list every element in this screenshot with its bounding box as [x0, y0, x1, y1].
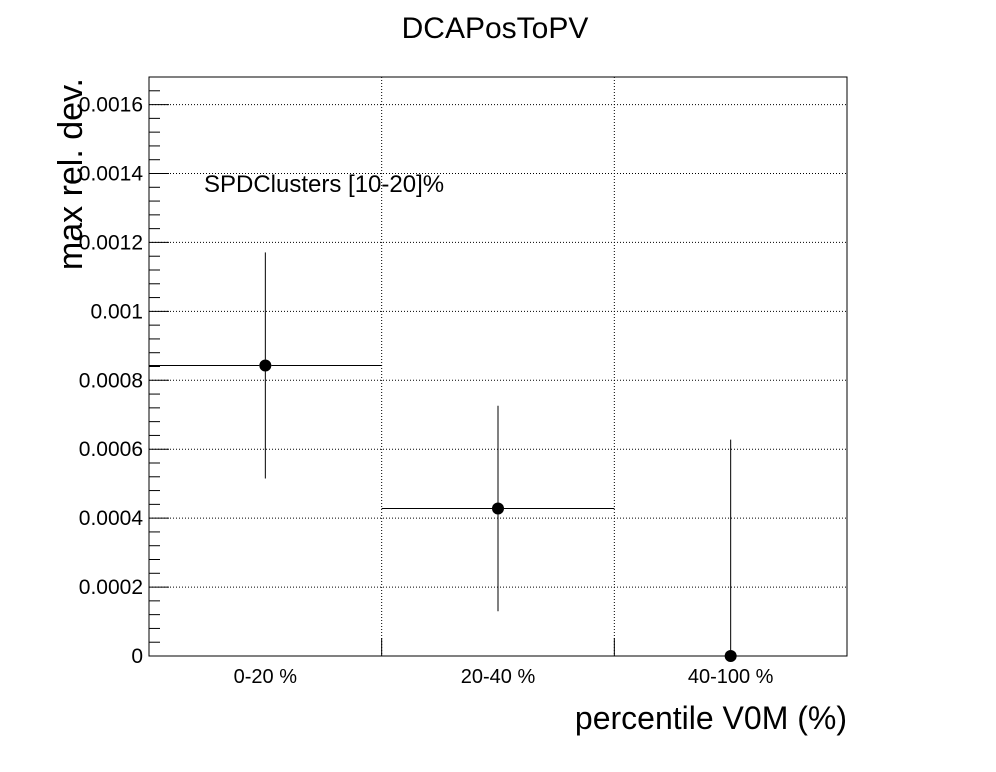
axes	[148, 76, 848, 657]
y-tick-label: 0.0002	[79, 576, 143, 599]
data-point-group	[149, 252, 382, 479]
data-point-group	[381, 405, 615, 612]
x-tick-label: 0-20 %	[234, 666, 298, 688]
data-point-group	[614, 439, 847, 662]
data-point	[259, 359, 272, 372]
y-tick-labels: 0 0.0002 0.0004 0.0006 0.0008 0.001 0.0012 0.00…	[79, 94, 144, 668]
x-axis-label: percentile V0M (%)	[575, 700, 847, 736]
y-tick-label: 0	[131, 645, 143, 668]
y-tick-label: 0.0012	[79, 231, 143, 254]
x-tick-label: 40-100 %	[688, 666, 774, 688]
annotation-label: SPDClusters [10-20]%	[204, 171, 444, 198]
y-tick-label: 0.0014	[79, 163, 144, 186]
data-series	[149, 252, 847, 662]
data-point	[724, 650, 737, 662]
data-point	[492, 502, 504, 515]
y-tick-label: 0.0008	[79, 369, 143, 392]
x-tick-labels: 0-20 % 20-40 % 40-100 %	[234, 666, 774, 688]
x-tick-label: 20-40 %	[461, 666, 536, 688]
y-tick-label: 0.0016	[79, 94, 143, 117]
y-tick-label: 0.0004	[79, 507, 144, 530]
chart-title: DCAPosToPV	[402, 12, 589, 45]
y-axis-label: max rel. dev.	[52, 78, 90, 270]
y-tick-label: 0.0006	[79, 438, 143, 461]
y-tick-label: 0.001	[90, 300, 143, 323]
